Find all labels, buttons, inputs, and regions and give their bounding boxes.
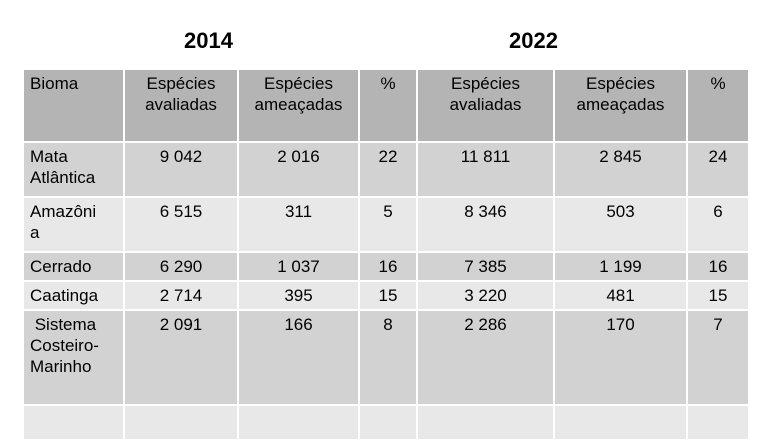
pct-2014-cell: 15: [358, 280, 418, 311]
pct-2014-cell: 16: [358, 251, 418, 282]
avaliadas-2022-cell: 8 346: [416, 196, 555, 253]
bioma-cell: Amazôni a: [22, 196, 125, 253]
avaliadas-2014-cell: 2 091: [123, 309, 239, 406]
pct-2022-cell: 7: [686, 309, 750, 406]
ameacadas-2014-cell: 395: [237, 280, 360, 311]
pct-2022-cell: 24: [686, 141, 750, 198]
header-bioma: Bioma: [22, 68, 125, 143]
ameacadas-2014-cell: 166: [237, 309, 360, 406]
pct-2022-cell: 15: [686, 280, 750, 311]
avaliadas-2022-cell: 11 811: [416, 141, 555, 198]
ameacadas-2022-cell: 503: [553, 196, 688, 253]
table-row-partial: [22, 404, 750, 441]
pct-2014-cell: 5: [358, 196, 418, 253]
pct-2014-cell: [358, 404, 418, 441]
ameacadas-2014-cell: [237, 404, 360, 441]
pct-2022-cell: [686, 404, 750, 441]
ameacadas-2014-cell: 1 037: [237, 251, 360, 282]
bioma-cell: Mata Atlântica: [22, 141, 125, 198]
bioma-cell: Sistema Costeiro- Marinho: [22, 309, 125, 406]
pct-2022-cell: 6: [686, 196, 750, 253]
pct-2014-cell: 8: [358, 309, 418, 406]
ameacadas-2022-cell: 481: [553, 280, 688, 311]
ameacadas-2022-cell: 1 199: [553, 251, 688, 282]
biomes-species-table: Bioma Espécies avaliadas Espécies ameaçada…: [22, 68, 750, 441]
table-row: Sistema Costeiro- Marinho 2 091 166 8 2 28…: [22, 309, 750, 406]
table-row: Amazôni a 6 515 311 5 8 346 503 6: [22, 196, 750, 253]
ameacadas-2022-cell: 170: [553, 309, 688, 406]
header-row: Bioma Espécies avaliadas Espécies ameaçada…: [22, 68, 750, 143]
avaliadas-2014-cell: 9 042: [123, 141, 239, 198]
table-row: Mata Atlântica 9 042 2 016 22 11 811 2 84…: [22, 141, 750, 198]
bioma-cell: [22, 404, 125, 441]
ameacadas-2022-cell: [553, 404, 688, 441]
avaliadas-2022-cell: 7 385: [416, 251, 555, 282]
bioma-cell: Cerrado: [22, 251, 125, 282]
avaliadas-2022-cell: 3 220: [416, 280, 555, 311]
ameacadas-2022-cell: 2 845: [553, 141, 688, 198]
year-2014-heading: 2014: [184, 28, 233, 53]
table-row: Caatinga 2 714 395 15 3 220 481 15: [22, 280, 750, 311]
header-pct-2022: %: [686, 68, 750, 143]
avaliadas-2022-cell: 2 286: [416, 309, 555, 406]
pct-2022-cell: 16: [686, 251, 750, 282]
avaliadas-2014-cell: 2 714: [123, 280, 239, 311]
table-row: Cerrado 6 290 1 037 16 7 385 1 199 16: [22, 251, 750, 282]
ameacadas-2014-cell: 311: [237, 196, 360, 253]
header-avaliadas-2022: Espécies avaliadas: [416, 68, 555, 143]
avaliadas-2014-cell: [123, 404, 239, 441]
avaliadas-2014-cell: 6 515: [123, 196, 239, 253]
avaliadas-2014-cell: 6 290: [123, 251, 239, 282]
ameacadas-2014-cell: 2 016: [237, 141, 360, 198]
year-2022-heading: 2022: [509, 28, 558, 53]
header-ameacadas-2014: Espécies ameaçadas: [237, 68, 360, 143]
header-ameacadas-2022: Espécies ameaçadas: [553, 68, 688, 143]
header-pct-2014: %: [358, 68, 418, 143]
pct-2014-cell: 22: [358, 141, 418, 198]
header-avaliadas-2014: Espécies avaliadas: [123, 68, 239, 143]
avaliadas-2022-cell: [416, 404, 555, 441]
bioma-cell: Caatinga: [22, 280, 125, 311]
